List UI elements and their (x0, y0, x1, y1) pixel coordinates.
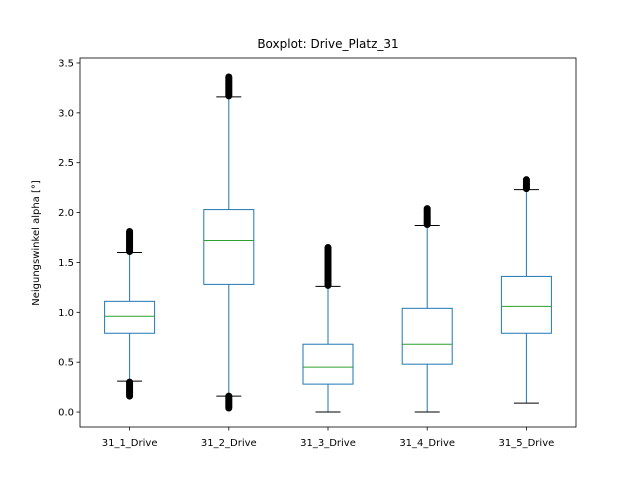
y-tick-label: 0.0 (58, 408, 74, 419)
box (401, 307, 453, 365)
y-tick-label: 1.5 (58, 258, 74, 269)
plot-area: 0.0 0.5 1.0 1.5 2.0 2.5 3.0 3.5 31_1_Drive 31_2_D… (58, 57, 577, 449)
y-tick-label: 0.5 (58, 358, 74, 369)
flier-high (126, 228, 134, 236)
x-tick-label: 31_1_Drive (102, 438, 158, 449)
chart-title: Boxplot: Drive_Platz_31 (257, 37, 398, 51)
axes-frame (79, 57, 577, 428)
flier-high (522, 176, 530, 184)
y-tick-label: 2.5 (58, 158, 74, 169)
flier-low (225, 392, 233, 400)
y-tick-label: 3.5 (58, 58, 74, 69)
flier-high (225, 73, 233, 81)
x-tick-label: 31_2_Drive (201, 438, 257, 449)
y-tick-label: 2.0 (58, 208, 74, 219)
flier-high (324, 243, 332, 251)
x-tick-label: 31_5_Drive (499, 438, 555, 449)
y-tick-label: 3.0 (58, 108, 74, 119)
flier-high (423, 205, 431, 213)
box (500, 275, 552, 334)
y-axis-label: Neigungswinkel alpha [°] (31, 180, 42, 306)
box (203, 209, 255, 285)
x-tick-label: 31_3_Drive (300, 438, 356, 449)
box (302, 343, 354, 385)
x-tick-label: 31_4_Drive (399, 438, 455, 449)
flier-low (126, 378, 134, 386)
box (104, 300, 156, 334)
y-tick-label: 1.0 (58, 308, 74, 319)
